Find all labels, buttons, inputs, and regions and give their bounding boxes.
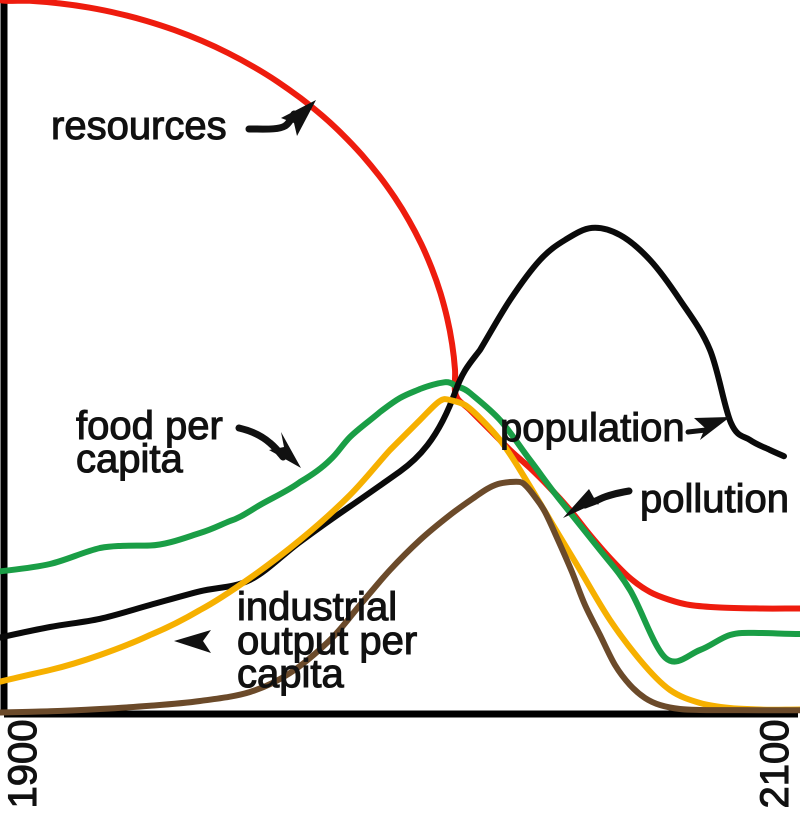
- svg-text:capita: capita: [76, 437, 183, 481]
- svg-text:2100: 2100: [753, 720, 797, 809]
- svg-text:1900: 1900: [1, 720, 45, 809]
- svg-text:capita: capita: [237, 652, 344, 696]
- svg-text:resources: resources: [51, 104, 227, 148]
- svg-text:pollution: pollution: [640, 477, 789, 521]
- svg-text:population: population: [500, 406, 685, 450]
